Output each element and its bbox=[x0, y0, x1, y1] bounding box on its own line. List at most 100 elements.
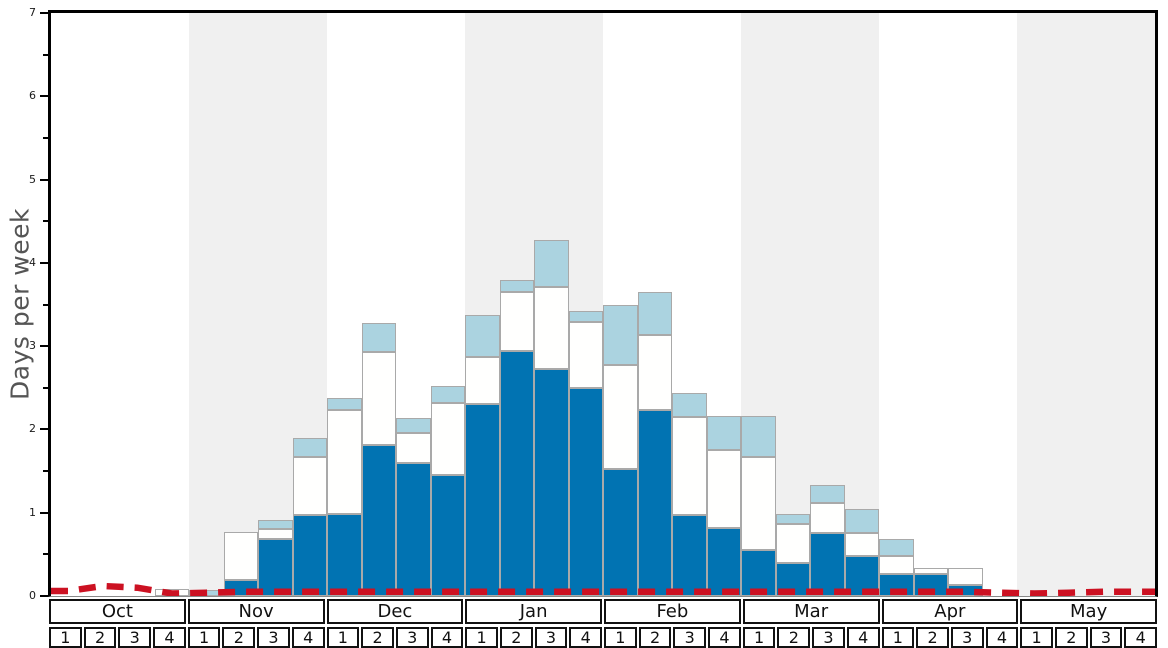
y-minor-tick-3.5 bbox=[43, 303, 48, 306]
bar-dec-3-light-blue-days bbox=[396, 417, 431, 433]
y-minor-tick-6.5 bbox=[43, 53, 48, 56]
bar-mar-2-white-days bbox=[775, 523, 810, 563]
bar-nov-4-dark-blue-days bbox=[292, 515, 327, 596]
month-label-dec: Dec bbox=[326, 599, 464, 624]
week-cell-jan-2: 2 bbox=[499, 627, 533, 648]
week-cell-nov-2: 2 bbox=[222, 627, 256, 648]
bar-feb-4-light-blue-days bbox=[706, 416, 741, 451]
y-tick-4 bbox=[40, 261, 48, 264]
week-cell-oct-1: 1 bbox=[49, 627, 82, 648]
bar-jan-1-dark-blue-days bbox=[465, 404, 500, 596]
week-cell-nov-4: 4 bbox=[291, 627, 325, 648]
week-cell-feb-4: 4 bbox=[708, 627, 741, 648]
bar-nov-3-light-blue-days bbox=[258, 520, 293, 530]
bar-dec-3-white-days bbox=[396, 432, 431, 463]
month-label-oct: Oct bbox=[49, 599, 186, 624]
month-band-apr bbox=[879, 13, 1017, 596]
bar-feb-3-light-blue-days bbox=[672, 392, 707, 417]
bar-dec-4-light-blue-days bbox=[430, 386, 465, 403]
week-cell-oct-3: 3 bbox=[118, 627, 152, 648]
bar-feb-1-light-blue-days bbox=[603, 304, 638, 366]
week-cell-dec-4: 4 bbox=[430, 627, 464, 648]
week-cell-apr-2: 2 bbox=[916, 627, 949, 648]
week-cell-feb-3: 3 bbox=[673, 627, 707, 648]
bar-nov-2-dark-blue-days bbox=[223, 580, 258, 596]
bar-feb-4-dark-blue-days bbox=[706, 527, 741, 596]
bar-nov-1-light-blue-days bbox=[189, 590, 224, 596]
bar-feb-4-white-days bbox=[706, 450, 741, 528]
y-minor-tick-1.5 bbox=[43, 470, 48, 473]
bar-nov-4-light-blue-days bbox=[292, 437, 327, 457]
bar-mar-4-white-days bbox=[844, 532, 879, 557]
bar-feb-2-dark-blue-days bbox=[637, 410, 672, 596]
bar-dec-2-white-days bbox=[361, 352, 396, 446]
week-cell-mar-2: 2 bbox=[777, 627, 811, 648]
week-cell-feb-1: 1 bbox=[604, 627, 637, 648]
month-label-jan: Jan bbox=[465, 599, 602, 624]
bar-jan-1-light-blue-days bbox=[465, 315, 500, 357]
bar-mar-1-dark-blue-days bbox=[741, 550, 776, 596]
y-minor-tick-5.5 bbox=[43, 136, 48, 139]
month-label-mar: Mar bbox=[742, 599, 880, 624]
bar-mar-3-dark-blue-days bbox=[810, 532, 845, 596]
week-cell-oct-2: 2 bbox=[83, 627, 117, 648]
week-cell-jan-3: 3 bbox=[534, 627, 568, 648]
week-cell-oct-4: 4 bbox=[153, 627, 186, 648]
week-cell-may-4: 4 bbox=[1124, 627, 1157, 648]
bar-feb-1-dark-blue-days bbox=[603, 468, 638, 596]
y-tick-label-6: 6 bbox=[29, 89, 36, 103]
bar-feb-2-white-days bbox=[637, 335, 672, 411]
bar-jan-1-white-days bbox=[465, 356, 500, 405]
y-tick-label-1: 1 bbox=[29, 505, 36, 519]
bar-mar-4-dark-blue-days bbox=[844, 556, 879, 596]
bar-apr-2-white-days bbox=[913, 567, 948, 575]
bar-apr-3-white-days bbox=[948, 567, 983, 586]
bar-mar-4-light-blue-days bbox=[844, 508, 879, 533]
bar-mar-2-dark-blue-days bbox=[775, 562, 810, 596]
bar-jan-3-dark-blue-days bbox=[534, 369, 569, 596]
bar-dec-4-dark-blue-days bbox=[430, 475, 465, 596]
month-label-feb: Feb bbox=[604, 599, 741, 624]
bar-dec-3-dark-blue-days bbox=[396, 462, 431, 596]
bar-apr-1-dark-blue-days bbox=[879, 573, 914, 596]
bar-feb-2-light-blue-days bbox=[637, 292, 672, 336]
y-minor-tick-0.5 bbox=[43, 553, 48, 556]
bar-feb-3-dark-blue-days bbox=[672, 515, 707, 596]
bar-jan-2-white-days bbox=[499, 292, 534, 352]
week-cell-nov-1: 1 bbox=[187, 627, 221, 648]
month-label-row: Oct Nov Dec Jan Feb Mar Apr May bbox=[48, 599, 1158, 624]
month-label-may: May bbox=[1020, 599, 1157, 624]
bar-mar-3-white-days bbox=[810, 502, 845, 533]
week-cell-nov-3: 3 bbox=[257, 627, 290, 648]
bar-jan-4-white-days bbox=[568, 322, 603, 388]
y-minor-tick-4.5 bbox=[43, 220, 48, 223]
y-tick-label-4: 4 bbox=[29, 255, 36, 269]
week-cell-dec-3: 3 bbox=[395, 627, 429, 648]
bar-apr-1-white-days bbox=[879, 556, 914, 574]
y-tick-label-5: 5 bbox=[29, 172, 36, 186]
bar-feb-3-white-days bbox=[672, 416, 707, 516]
week-cell-mar-3: 3 bbox=[812, 627, 845, 648]
y-tick-7 bbox=[40, 12, 48, 14]
week-cell-dec-1: 1 bbox=[326, 627, 360, 648]
bar-nov-4-white-days bbox=[292, 456, 327, 516]
week-cell-may-2: 2 bbox=[1054, 627, 1088, 648]
bar-jan-2-dark-blue-days bbox=[499, 351, 534, 596]
bar-dec-1-white-days bbox=[327, 410, 362, 515]
week-cell-may-1: 1 bbox=[1020, 627, 1053, 648]
week-cell-apr-4: 4 bbox=[985, 627, 1019, 648]
bar-feb-1-white-days bbox=[603, 365, 638, 469]
bar-dec-1-light-blue-days bbox=[327, 397, 362, 411]
y-tick-label-3: 3 bbox=[29, 339, 36, 353]
week-cell-dec-2: 2 bbox=[361, 627, 394, 648]
y-tick-2 bbox=[40, 428, 48, 431]
y-axis-label: Days per week bbox=[5, 208, 35, 400]
bar-jan-3-light-blue-days bbox=[534, 240, 569, 288]
y-tick-label-2: 2 bbox=[29, 422, 36, 436]
y-minor-tick-2.5 bbox=[43, 386, 48, 389]
month-label-nov: Nov bbox=[187, 599, 325, 624]
plot-frame bbox=[48, 10, 1158, 597]
month-band-may bbox=[1017, 13, 1155, 596]
bar-nov-3-white-days bbox=[258, 529, 293, 540]
